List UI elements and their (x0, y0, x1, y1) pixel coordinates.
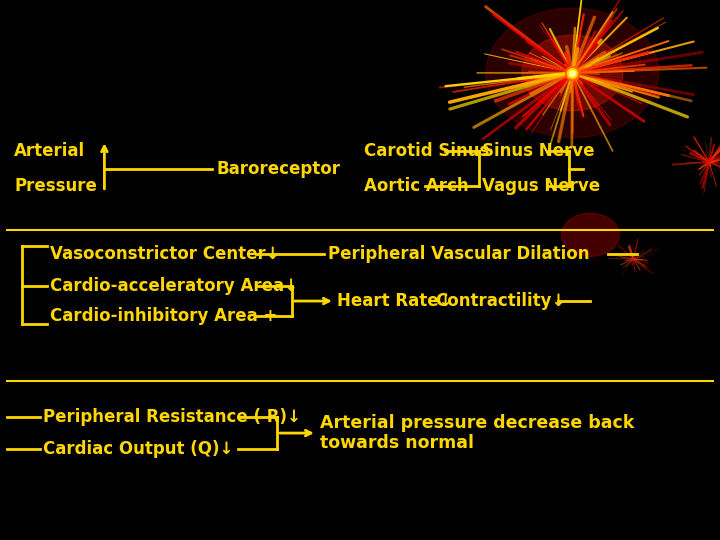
Text: Baroreceptor: Baroreceptor (216, 160, 340, 178)
Text: Cardiac Output (Q)↓: Cardiac Output (Q)↓ (43, 440, 233, 458)
Circle shape (562, 213, 619, 256)
Text: Contractility↓: Contractility↓ (436, 292, 566, 310)
Text: Carotid Sinus: Carotid Sinus (364, 142, 489, 160)
Text: Aortic Arch: Aortic Arch (364, 177, 468, 195)
Text: Sinus Nerve: Sinus Nerve (482, 142, 595, 160)
Text: Peripheral Vascular Dilation: Peripheral Vascular Dilation (328, 245, 589, 263)
Text: Pressure: Pressure (14, 177, 97, 195)
Text: Cardio-inhibitory Area +: Cardio-inhibitory Area + (50, 307, 278, 325)
Text: Heart Rate↓: Heart Rate↓ (337, 292, 452, 310)
Text: Arterial pressure decrease back
towards normal: Arterial pressure decrease back towards … (320, 414, 634, 453)
Text: Vagus Nerve: Vagus Nerve (482, 177, 600, 195)
Circle shape (486, 8, 659, 138)
Text: Vasoconstrictor Center↓: Vasoconstrictor Center↓ (50, 245, 280, 263)
Text: Peripheral Resistance ( R)↓: Peripheral Resistance ( R)↓ (43, 408, 301, 426)
Circle shape (522, 35, 623, 111)
Text: Arterial: Arterial (14, 142, 86, 160)
Text: Cardio-acceleratory Area↓: Cardio-acceleratory Area↓ (50, 277, 298, 295)
